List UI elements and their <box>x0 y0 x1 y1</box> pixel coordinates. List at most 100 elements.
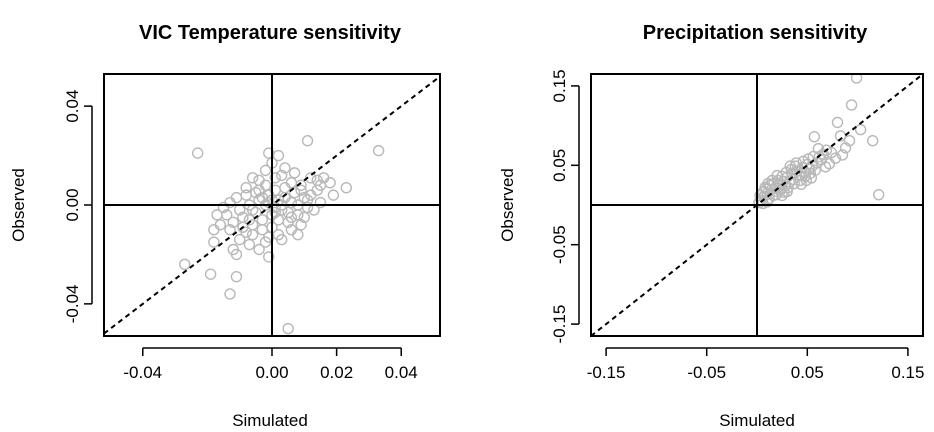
data-point <box>873 188 885 201</box>
data-point <box>240 226 252 238</box>
data-point <box>295 219 307 231</box>
chart-title: VIC Temperature sensitivity <box>139 22 402 44</box>
data-point <box>272 214 285 226</box>
data-point <box>208 236 220 248</box>
data-point <box>808 131 821 143</box>
x-tick-label: -0.15 <box>587 363 626 382</box>
data-point <box>224 196 236 209</box>
data-point <box>819 161 832 173</box>
data-point <box>845 99 858 111</box>
data-point <box>279 162 291 174</box>
y-tick-label: -0.15 <box>550 305 569 344</box>
data-point <box>340 181 353 194</box>
x-tick-label: 0.04 <box>385 363 418 382</box>
data-point <box>298 191 311 204</box>
plot-area <box>104 74 440 336</box>
data-point <box>227 243 239 256</box>
data-point <box>272 149 285 162</box>
data-point <box>253 184 265 196</box>
temperature-sensitivity-panel: VIC Temperature sensitivity Simulated Ob… <box>9 22 441 430</box>
data-point <box>308 204 320 216</box>
data-point <box>288 186 301 199</box>
data-point <box>191 147 204 159</box>
data-point <box>224 224 236 236</box>
data-point <box>233 233 246 246</box>
data-point <box>237 211 249 224</box>
data-point <box>314 179 327 191</box>
data-point <box>788 177 800 190</box>
data-point <box>759 181 771 194</box>
y-tick-label: 0.00 <box>63 188 82 221</box>
data-point <box>224 288 236 300</box>
data-point <box>327 189 340 201</box>
precipitation-sensitivity-panel: Precipitation sensitivity Simulated Obse… <box>498 22 924 430</box>
data-point <box>812 142 825 155</box>
data-point <box>760 183 772 195</box>
data-point <box>776 170 788 183</box>
data-point <box>866 134 879 147</box>
data-point <box>301 135 314 147</box>
data-point <box>298 211 311 224</box>
x-tick-label: 0.00 <box>255 363 288 382</box>
plot-area <box>591 74 923 336</box>
data-point <box>230 270 243 283</box>
data-point <box>282 322 294 335</box>
data-point <box>781 185 793 198</box>
x-tick-label: 0.15 <box>891 363 924 382</box>
data-point <box>253 174 265 186</box>
data-point <box>305 172 317 184</box>
data-point <box>825 146 838 159</box>
data-point <box>246 172 259 184</box>
data-point <box>285 211 298 224</box>
x-axis-label: Simulated <box>232 411 308 430</box>
data-point <box>317 172 330 184</box>
data-point <box>179 258 191 271</box>
data-point <box>285 196 298 209</box>
data-point <box>240 181 252 194</box>
data-point <box>850 74 863 84</box>
data-point <box>834 130 847 142</box>
data-point <box>784 160 796 172</box>
x-tick-label: 0.05 <box>791 363 824 382</box>
y-tick-label: -0.04 <box>63 284 82 323</box>
data-point <box>263 231 275 243</box>
data-point <box>805 172 818 184</box>
data-point <box>295 184 307 196</box>
data-point <box>243 214 256 226</box>
x-axis-label: Simulated <box>719 411 795 430</box>
data-point <box>243 238 256 251</box>
data-point <box>269 172 281 184</box>
data-point <box>292 228 304 241</box>
data-point <box>295 179 307 191</box>
y-tick-label: 0.04 <box>63 90 82 123</box>
data-point <box>790 157 802 169</box>
data-point <box>275 169 288 182</box>
data-point <box>372 144 385 157</box>
data-point <box>771 169 783 182</box>
data-point <box>854 123 867 136</box>
data-point <box>263 251 275 263</box>
data-point <box>754 189 766 202</box>
x-tick-label: -0.05 <box>687 363 726 382</box>
plot-frame <box>590 73 924 337</box>
data-point <box>227 216 239 229</box>
data-point <box>246 228 259 241</box>
x-tick-label: 0.02 <box>320 363 353 382</box>
data-point <box>230 191 243 204</box>
y-tick-label: 0.15 <box>550 69 569 102</box>
data-point <box>292 209 304 221</box>
one-to-one-line <box>104 75 440 335</box>
one-to-one-line <box>591 74 923 336</box>
data-point <box>256 224 269 236</box>
data-point <box>204 268 217 280</box>
data-point <box>836 149 849 161</box>
chart-title: Precipitation sensitivity <box>643 22 868 44</box>
data-point <box>324 177 336 189</box>
data-point <box>843 134 856 147</box>
y-axis-label: Observed <box>9 168 28 242</box>
y-axis-label: Observed <box>498 168 517 242</box>
data-point <box>288 167 301 179</box>
data-point <box>314 196 327 209</box>
x-tick-label: -0.04 <box>123 363 162 382</box>
